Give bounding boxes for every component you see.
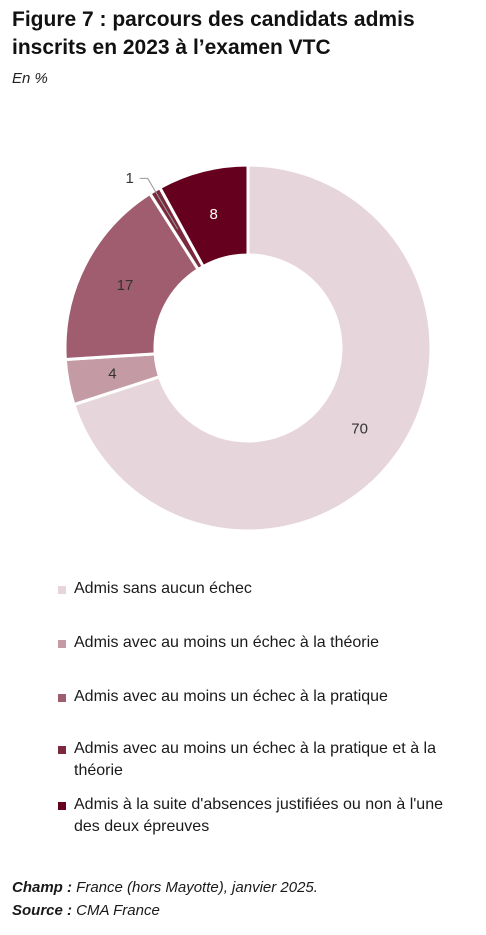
legend-label-0: Admis sans aucun échec [74,580,252,597]
source-text: CMA France [72,902,160,919]
legend-label-1: Admis avec au moins un échec à la théori… [74,634,380,651]
legend-label-3: Admis avec au moins un échec à la pratiq… [74,740,436,779]
data-label-3: 1 [126,170,134,187]
data-label-4: 8 [210,206,218,223]
chart-subtitle: En % [12,70,48,87]
data-label-0: 70 [351,421,368,438]
legend-item-4: Admis à la suite d'absences justifiées o… [58,794,468,838]
data-label-1: 4 [108,365,116,382]
champ-line: Champ : France (hors Mayotte), janvier 2… [12,876,318,899]
legend-swatch-2 [58,694,66,702]
data-label-2: 17 [117,277,134,294]
donut-slice-4 [157,163,250,269]
chart-footer: Champ : France (hors Mayotte), janvier 2… [12,876,318,922]
legend-swatch-4 [58,802,66,810]
leader-line-3 [139,177,179,230]
source-line: Source : CMA France [12,899,318,922]
legend-swatch-0 [58,586,66,594]
champ-text: France (hors Mayotte), janvier 2025. [72,879,318,896]
legend-swatch-3 [58,746,66,754]
legend-item-2: Admis avec au moins un échec à la pratiq… [58,686,468,708]
chart-title: Figure 7 : parcours des candidats admis … [12,8,415,59]
donut-slice-2 [63,191,201,362]
source-label: Source : [12,902,73,919]
chart-legend: Admis sans aucun échec Admis avec au moin… [58,578,468,838]
legend-swatch-1 [58,640,66,648]
donut-chart: 70 4 17 1 8 [63,163,433,533]
legend-label-2: Admis avec au moins un échec à la pratiq… [74,688,388,705]
legend-item-3: Admis avec au moins un échec à la pratiq… [58,738,468,782]
champ-label: Champ : [12,879,72,896]
donut-slice-0 [72,163,433,533]
legend-label-4: Admis à la suite d'absences justifiées o… [74,796,443,835]
legend-item-0: Admis sans aucun échec [58,578,468,600]
legend-item-1: Admis avec au moins un échec à la théori… [58,632,468,654]
